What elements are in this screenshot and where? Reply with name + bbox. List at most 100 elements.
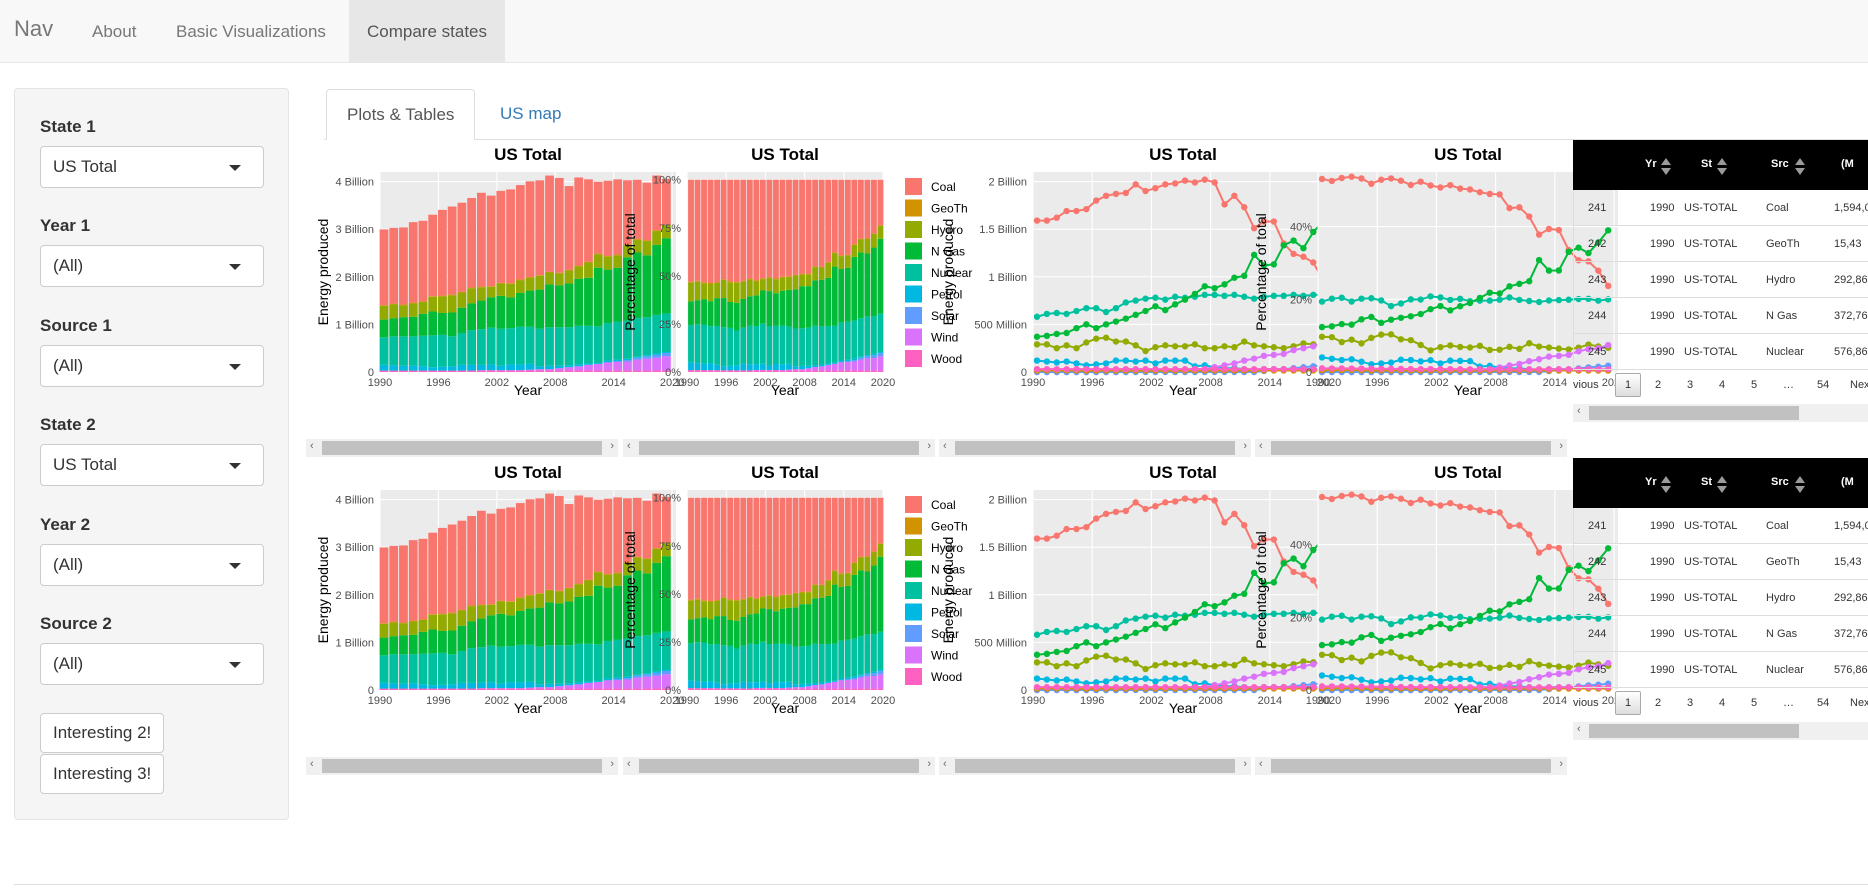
year2-select[interactable]: (All) (40, 544, 264, 586)
tab-us-map[interactable]: US map (500, 104, 562, 123)
scrollbar-thumb[interactable] (322, 441, 602, 455)
pager-page[interactable]: 3 (1687, 697, 1694, 709)
table-cell: 1,594,0 (1834, 202, 1868, 214)
column-header[interactable]: Src (1771, 158, 1789, 170)
pager-page[interactable]: … (1783, 379, 1794, 391)
column-header[interactable]: (M (1841, 158, 1854, 170)
sort-icon[interactable] (1717, 158, 1727, 176)
column-header[interactable]: Yr (1645, 476, 1657, 488)
bar-segment (506, 370, 515, 372)
scrollbar-thumb[interactable] (955, 759, 1235, 773)
horizontal-scrollbar[interactable]: ‹ › (623, 757, 935, 775)
scroll-left-icon[interactable]: ‹ (627, 758, 631, 770)
nav-compare-states[interactable]: Compare states (349, 0, 505, 63)
column-header[interactable]: St (1701, 476, 1712, 488)
scroll-right-icon[interactable]: › (927, 440, 931, 452)
tab-plots-tables[interactable]: Plots & Tables (326, 89, 476, 140)
pager-previous[interactable]: vious (1573, 697, 1599, 709)
scroll-right-icon[interactable]: › (1559, 758, 1563, 770)
series-point (1093, 642, 1100, 650)
nav-basic-visualizations[interactable]: Basic Visualizations (176, 22, 326, 41)
scrollbar-thumb[interactable] (955, 441, 1235, 455)
pager-page[interactable]: 4 (1719, 697, 1726, 709)
scroll-left-icon[interactable]: ‹ (1259, 440, 1263, 452)
pager-page[interactable]: 54 (1817, 379, 1830, 391)
sort-icon[interactable] (1795, 476, 1805, 494)
column-header[interactable]: (M (1841, 476, 1854, 488)
pager-page[interactable]: 54 (1817, 697, 1830, 709)
series-point (1211, 179, 1218, 186)
horizontal-scrollbar[interactable]: ‹ › (306, 757, 618, 775)
horizontal-scrollbar[interactable]: ‹ › (939, 757, 1251, 775)
scroll-right-icon[interactable]: › (1243, 758, 1247, 770)
scroll-left-icon[interactable]: ‹ (1259, 758, 1263, 770)
scroll-right-icon[interactable]: › (1559, 440, 1563, 452)
bar-segment (844, 573, 851, 586)
state2-select[interactable]: US Total (40, 444, 264, 486)
pager-page[interactable]: … (1783, 697, 1794, 709)
scroll-right-icon[interactable]: › (1243, 440, 1247, 452)
bar-segment (688, 680, 694, 689)
table-scrollbar[interactable]: ‹ (1573, 722, 1868, 740)
horizontal-scrollbar[interactable]: ‹ › (1255, 757, 1567, 775)
scrollbar-thumb[interactable] (1589, 724, 1799, 738)
scroll-left-icon[interactable]: ‹ (627, 440, 631, 452)
nav-about[interactable]: About (92, 22, 137, 41)
state1-select[interactable]: US Total (40, 146, 264, 188)
horizontal-scrollbar[interactable]: ‹ › (306, 439, 618, 457)
bar-segment (871, 355, 877, 359)
interesting-3-button[interactable]: Interesting 3! (40, 754, 165, 794)
scroll-right-icon[interactable]: › (610, 758, 614, 770)
sort-icon[interactable] (1661, 158, 1671, 176)
scroll-right-icon[interactable]: › (927, 758, 931, 770)
bar-segment (792, 328, 799, 367)
scroll-left-icon[interactable]: ‹ (310, 440, 314, 452)
pager-next[interactable]: Nex (1850, 697, 1868, 709)
sort-icon[interactable] (1717, 476, 1727, 494)
pager-page[interactable]: 2 (1655, 379, 1662, 391)
year1-select[interactable]: (All) (40, 245, 264, 287)
pager-page[interactable]: 5 (1751, 697, 1758, 709)
scroll-left-icon[interactable]: ‹ (310, 758, 314, 770)
scroll-left-icon[interactable]: ‹ (943, 440, 947, 452)
bar-segment (642, 255, 652, 318)
legend-label: Wind (931, 331, 958, 345)
sort-icon[interactable] (1661, 476, 1671, 494)
scroll-left-icon[interactable]: ‹ (1577, 405, 1581, 417)
scrollbar-thumb[interactable] (322, 759, 602, 773)
pager-page[interactable]: 4 (1719, 379, 1726, 391)
bar-segment (871, 676, 877, 689)
pager-next[interactable]: Nex (1850, 379, 1868, 391)
source2-select[interactable]: (All) (40, 643, 264, 685)
pager-page[interactable]: 1 (1615, 373, 1642, 397)
scroll-right-icon[interactable]: › (610, 440, 614, 452)
bar-segment (805, 274, 812, 287)
horizontal-scrollbar[interactable]: ‹ › (939, 439, 1251, 457)
column-header[interactable]: Yr (1645, 158, 1657, 170)
source1-select[interactable]: (All) (40, 345, 264, 387)
series-point (1447, 307, 1454, 314)
bar-segment (766, 688, 773, 690)
pager-previous[interactable]: vious (1573, 379, 1599, 391)
scrollbar-thumb[interactable] (1589, 406, 1799, 420)
scrollbar-thumb[interactable] (639, 759, 919, 773)
navbar-brand[interactable]: Nav (14, 16, 54, 41)
scroll-left-icon[interactable]: ‹ (1577, 723, 1581, 735)
series-point (1466, 662, 1474, 669)
horizontal-scrollbar[interactable]: ‹ › (1255, 439, 1567, 457)
scrollbar-thumb[interactable] (1271, 759, 1551, 773)
scrollbar-thumb[interactable] (639, 441, 919, 455)
x-tick-label: 1996 (1080, 377, 1104, 389)
sort-icon[interactable] (1795, 158, 1805, 176)
scrollbar-thumb[interactable] (1271, 441, 1551, 455)
horizontal-scrollbar[interactable]: ‹ › (623, 439, 935, 457)
column-header[interactable]: St (1701, 158, 1712, 170)
column-header[interactable]: Src (1771, 476, 1789, 488)
table-scrollbar[interactable]: ‹ (1573, 404, 1868, 422)
pager-page[interactable]: 3 (1687, 379, 1694, 391)
scroll-left-icon[interactable]: ‹ (943, 758, 947, 770)
pager-page[interactable]: 2 (1655, 697, 1662, 709)
pager-page[interactable]: 5 (1751, 379, 1758, 391)
pager-page[interactable]: 1 (1615, 691, 1642, 715)
interesting-2-button[interactable]: Interesting 2! (40, 713, 165, 753)
